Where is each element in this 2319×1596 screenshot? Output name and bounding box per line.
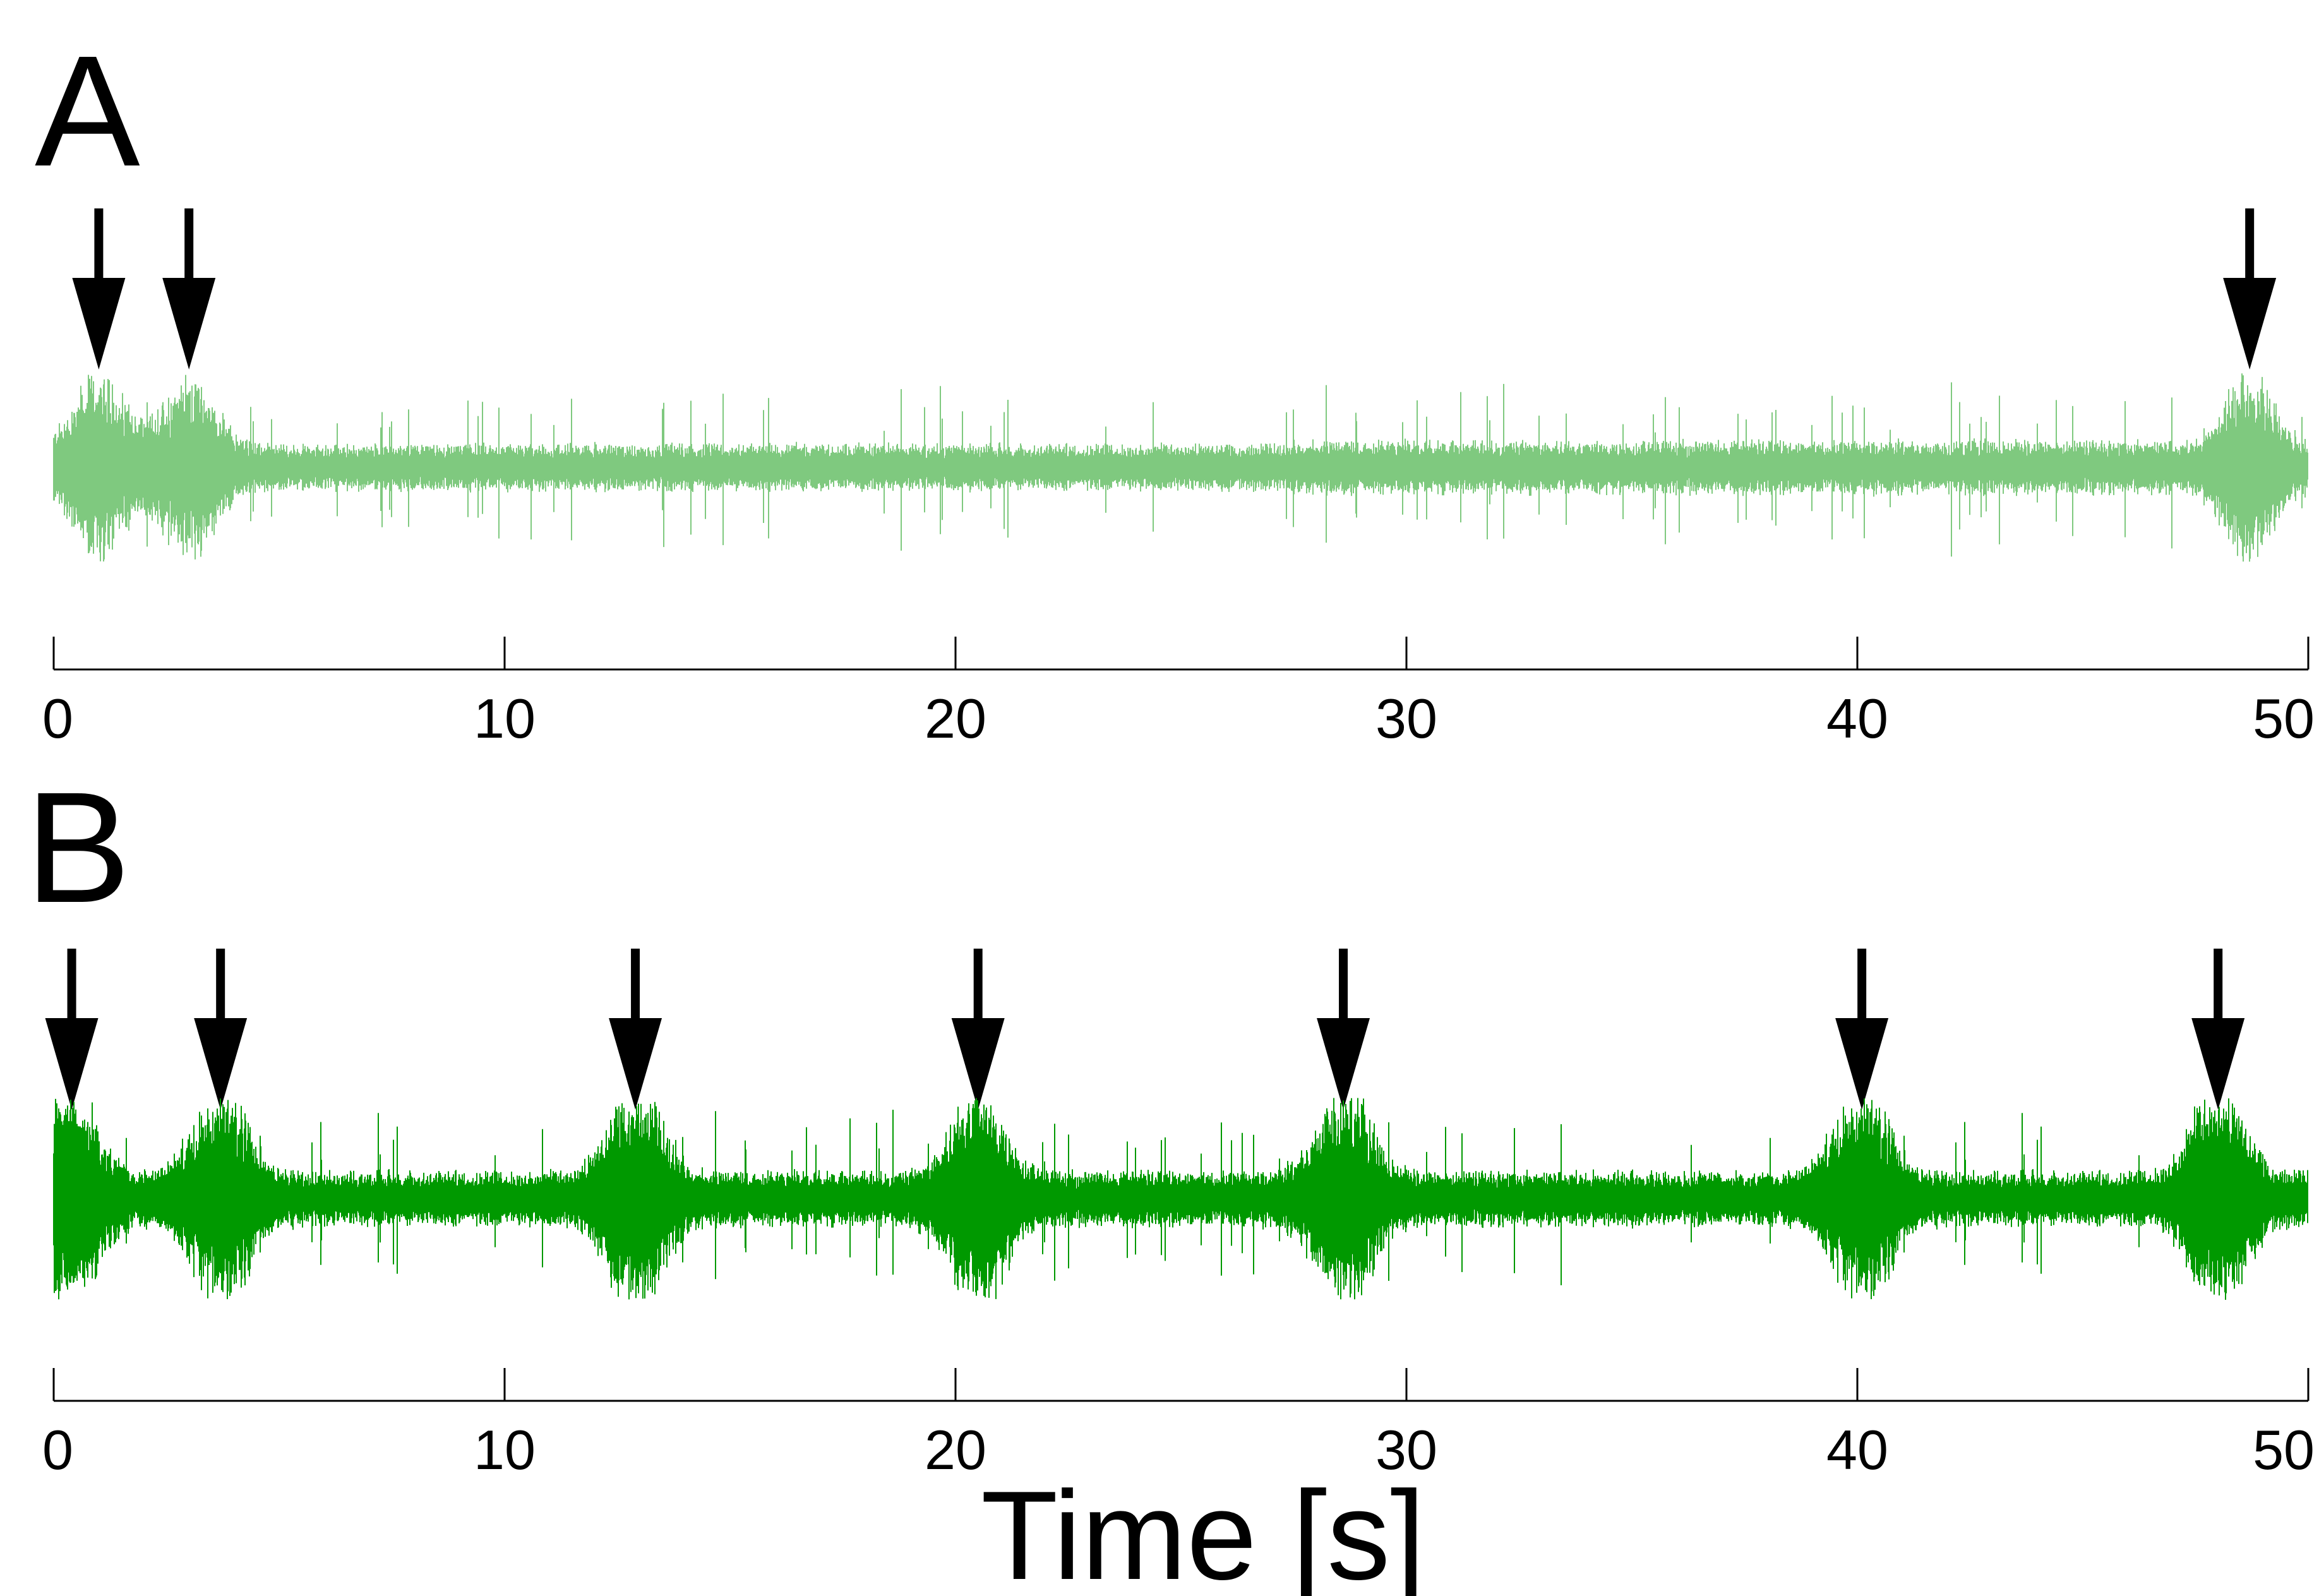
x-tick-label: 20	[925, 687, 986, 750]
stimulus-arrow-2	[609, 949, 662, 1110]
x-tick-label: 0	[42, 1419, 73, 1481]
panel-a: A 0 10 20 30 40 50	[35, 23, 2315, 750]
stimulus-arrow-6	[2191, 949, 2245, 1110]
stimulus-arrow-1	[162, 208, 216, 369]
panel-b-trace	[53, 1098, 2308, 1300]
panel-b-time-axis: 0 10 20 30 40 50	[42, 1368, 2315, 1481]
panel-a-time-axis: 0 10 20 30 40 50	[42, 637, 2315, 750]
stimulus-arrow-2	[2223, 208, 2277, 369]
x-axis-label: Time [s]	[981, 1465, 1425, 1596]
stimulus-arrow-3	[951, 949, 1005, 1110]
stimulus-arrow-0	[72, 208, 126, 369]
stimulus-arrow-4	[1317, 949, 1370, 1110]
x-tick-label: 10	[474, 1419, 536, 1481]
x-tick-label: 40	[1826, 687, 1888, 750]
x-tick-label: 30	[1375, 1419, 1437, 1481]
x-tick-label: 40	[1826, 1419, 1888, 1481]
x-tick-label: 10	[474, 687, 536, 750]
x-tick-label: 30	[1375, 687, 1437, 750]
panel-letter-a: A	[35, 23, 140, 199]
stimulus-arrow-5	[1835, 949, 1889, 1110]
panel-b-arrows	[45, 949, 2245, 1110]
x-tick-label: 0	[42, 687, 73, 750]
x-tick-label: 50	[2253, 687, 2315, 750]
panel-b: B 0 10 20 30 40 50	[25, 759, 2315, 1481]
x-tick-label: 20	[925, 1419, 986, 1481]
panel-a-arrows	[72, 208, 2277, 369]
stimulus-arrow-1	[194, 949, 248, 1110]
stimulus-arrow-0	[45, 949, 99, 1110]
panel-a-trace	[53, 373, 2308, 562]
x-tick-label: 50	[2253, 1419, 2315, 1481]
panel-letter-b: B	[25, 759, 131, 935]
